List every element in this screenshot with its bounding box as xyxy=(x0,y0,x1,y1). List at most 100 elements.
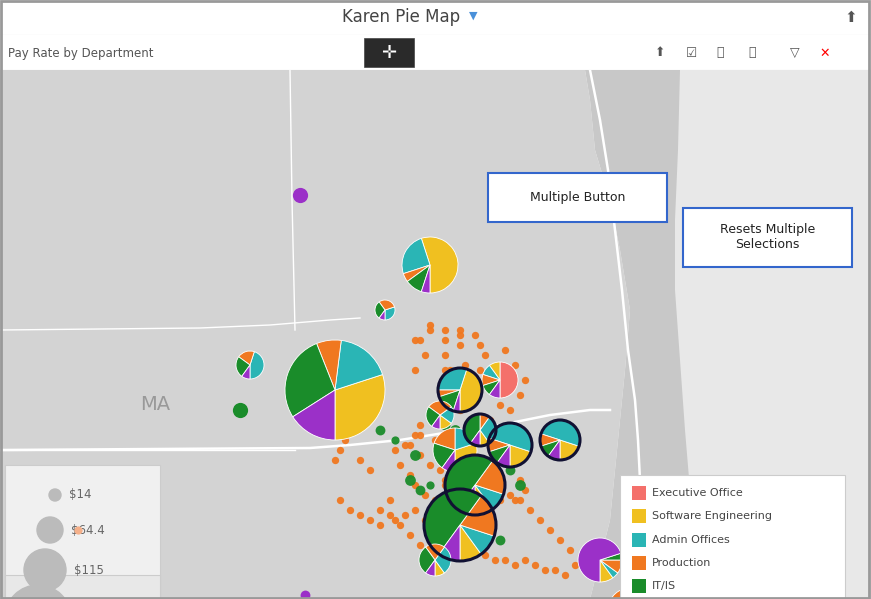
Text: ⬆: ⬆ xyxy=(845,10,857,25)
Point xyxy=(403,440,417,450)
Point xyxy=(413,430,427,440)
Wedge shape xyxy=(490,445,510,463)
Wedge shape xyxy=(497,445,510,467)
Point xyxy=(483,415,497,425)
Wedge shape xyxy=(455,443,477,472)
Bar xyxy=(632,486,646,500)
Wedge shape xyxy=(470,430,480,446)
Point xyxy=(493,445,507,455)
Point xyxy=(453,525,467,535)
Point xyxy=(408,335,422,345)
Point xyxy=(353,455,367,465)
Point xyxy=(373,505,387,515)
Wedge shape xyxy=(453,390,460,412)
Point xyxy=(453,330,467,340)
Point xyxy=(328,455,342,465)
Wedge shape xyxy=(609,588,652,599)
Wedge shape xyxy=(426,560,435,576)
FancyBboxPatch shape xyxy=(620,475,845,599)
Point xyxy=(448,470,462,480)
Wedge shape xyxy=(422,237,458,293)
Point xyxy=(333,495,347,505)
Point xyxy=(458,390,472,400)
Point xyxy=(498,430,512,440)
Point xyxy=(443,365,457,375)
Wedge shape xyxy=(560,440,579,460)
Point xyxy=(478,350,492,360)
Point xyxy=(363,465,377,475)
Point xyxy=(463,475,477,485)
Text: ▼: ▼ xyxy=(469,11,477,21)
Point xyxy=(463,515,477,525)
Point xyxy=(418,515,432,525)
Point xyxy=(503,465,517,475)
Bar xyxy=(632,556,646,570)
Wedge shape xyxy=(483,380,500,395)
Wedge shape xyxy=(464,414,480,443)
Text: $64.4: $64.4 xyxy=(71,524,105,537)
Point xyxy=(473,510,487,520)
Point xyxy=(553,536,567,545)
Wedge shape xyxy=(540,434,560,446)
Point xyxy=(453,505,467,515)
Wedge shape xyxy=(375,302,385,318)
Point xyxy=(513,390,527,400)
Point xyxy=(403,530,417,540)
Point xyxy=(438,480,452,490)
Point xyxy=(443,525,457,535)
Text: ☑: ☑ xyxy=(686,47,698,59)
Point xyxy=(458,360,472,370)
Point xyxy=(473,365,487,375)
Point xyxy=(71,525,85,535)
Wedge shape xyxy=(440,407,454,423)
Text: IT/IS: IT/IS xyxy=(652,582,676,591)
Point xyxy=(298,590,312,599)
Point xyxy=(448,450,462,460)
Point xyxy=(438,420,452,430)
Point xyxy=(413,540,427,550)
Point xyxy=(363,515,377,525)
Text: ⬆: ⬆ xyxy=(655,47,665,59)
Wedge shape xyxy=(488,438,510,452)
Point xyxy=(383,495,397,505)
Point xyxy=(513,495,527,505)
Point xyxy=(408,365,422,375)
FancyBboxPatch shape xyxy=(683,208,852,267)
Point xyxy=(438,335,452,345)
Point xyxy=(448,490,462,500)
Point xyxy=(463,445,477,455)
Point xyxy=(503,460,517,470)
FancyBboxPatch shape xyxy=(5,465,160,599)
Point xyxy=(383,510,397,520)
Point xyxy=(453,375,467,385)
Point xyxy=(498,345,512,355)
Wedge shape xyxy=(242,365,250,379)
Point xyxy=(468,545,482,555)
Point xyxy=(408,480,422,490)
Point xyxy=(468,375,482,385)
Wedge shape xyxy=(600,553,622,560)
Bar xyxy=(632,579,646,594)
Point xyxy=(493,536,507,545)
Point xyxy=(428,435,442,445)
Point xyxy=(408,450,422,460)
Wedge shape xyxy=(578,538,621,582)
Point xyxy=(433,520,447,530)
Bar xyxy=(632,509,646,524)
Point xyxy=(458,465,472,475)
Point xyxy=(458,460,472,470)
Point xyxy=(398,510,412,520)
Point xyxy=(563,545,577,555)
Point xyxy=(423,536,437,545)
Point xyxy=(438,325,452,335)
Point xyxy=(453,340,467,350)
Text: Multiple Button: Multiple Button xyxy=(530,191,625,204)
Wedge shape xyxy=(439,390,460,411)
Point xyxy=(533,515,547,525)
Point xyxy=(438,530,452,540)
Wedge shape xyxy=(490,380,500,398)
Point xyxy=(388,445,402,455)
Point xyxy=(503,490,517,500)
Point xyxy=(463,400,477,410)
Circle shape xyxy=(37,517,63,543)
